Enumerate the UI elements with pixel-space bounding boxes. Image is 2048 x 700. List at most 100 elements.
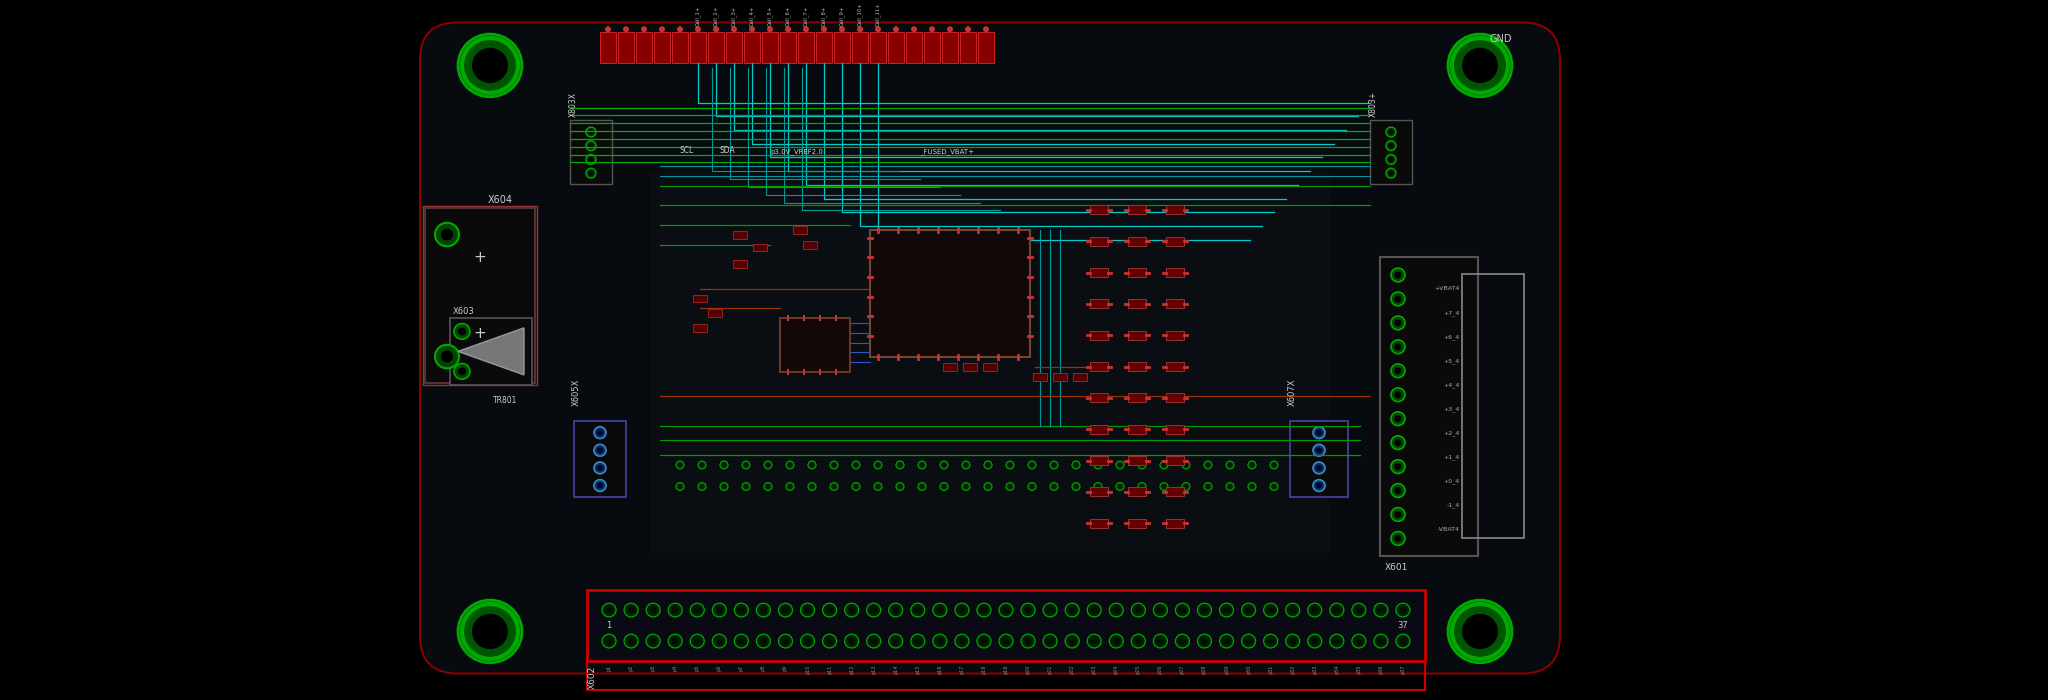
Circle shape bbox=[672, 637, 680, 645]
Circle shape bbox=[676, 461, 684, 469]
Bar bbox=[1165, 300, 1184, 308]
Bar bbox=[600, 32, 616, 64]
Text: p26: p26 bbox=[1157, 665, 1163, 674]
Circle shape bbox=[965, 27, 971, 32]
Text: X803X: X803X bbox=[569, 92, 578, 118]
Circle shape bbox=[983, 482, 991, 491]
Circle shape bbox=[649, 606, 657, 614]
Bar bbox=[637, 32, 651, 64]
Circle shape bbox=[936, 606, 944, 614]
Bar bbox=[1090, 487, 1108, 496]
Circle shape bbox=[852, 482, 860, 491]
Circle shape bbox=[809, 482, 815, 491]
Circle shape bbox=[965, 484, 969, 489]
Circle shape bbox=[1288, 637, 1296, 645]
Bar bbox=[1128, 519, 1147, 528]
Circle shape bbox=[1264, 634, 1278, 648]
Circle shape bbox=[668, 603, 682, 617]
Circle shape bbox=[866, 634, 881, 648]
Circle shape bbox=[1065, 603, 1079, 617]
Circle shape bbox=[1071, 482, 1079, 491]
Bar bbox=[709, 309, 723, 317]
Text: 1: 1 bbox=[606, 621, 612, 630]
Circle shape bbox=[1391, 340, 1405, 354]
Circle shape bbox=[1141, 484, 1145, 489]
Circle shape bbox=[1241, 634, 1255, 648]
Circle shape bbox=[1249, 484, 1253, 489]
Circle shape bbox=[1313, 462, 1325, 474]
Circle shape bbox=[1153, 603, 1167, 617]
Circle shape bbox=[1391, 484, 1405, 498]
Circle shape bbox=[1200, 637, 1208, 645]
Circle shape bbox=[1223, 637, 1231, 645]
Circle shape bbox=[1395, 391, 1401, 398]
Circle shape bbox=[1311, 606, 1319, 614]
Bar bbox=[924, 32, 940, 64]
Circle shape bbox=[1329, 634, 1343, 648]
Text: +2_4: +2_4 bbox=[1444, 430, 1460, 436]
Circle shape bbox=[1053, 484, 1057, 489]
Circle shape bbox=[854, 463, 858, 467]
Text: p16: p16 bbox=[938, 665, 942, 674]
Circle shape bbox=[1008, 484, 1012, 489]
Text: p6: p6 bbox=[717, 665, 721, 671]
Circle shape bbox=[1288, 606, 1296, 614]
Circle shape bbox=[1094, 482, 1102, 491]
Circle shape bbox=[1286, 603, 1300, 617]
Circle shape bbox=[694, 637, 700, 645]
Circle shape bbox=[979, 637, 987, 645]
Bar bbox=[889, 32, 903, 64]
Circle shape bbox=[1204, 461, 1212, 469]
Circle shape bbox=[1356, 637, 1362, 645]
Circle shape bbox=[676, 482, 684, 491]
Text: 37: 37 bbox=[1397, 621, 1409, 630]
Circle shape bbox=[1028, 461, 1036, 469]
Circle shape bbox=[602, 603, 616, 617]
Bar bbox=[672, 32, 688, 64]
Circle shape bbox=[455, 323, 469, 340]
Circle shape bbox=[1094, 461, 1102, 469]
Circle shape bbox=[1313, 480, 1325, 491]
Circle shape bbox=[801, 603, 815, 617]
Circle shape bbox=[954, 603, 969, 617]
Circle shape bbox=[1391, 508, 1405, 522]
Text: -VBAT4: -VBAT4 bbox=[1438, 526, 1460, 531]
Text: Cell_9+: Cell_9+ bbox=[840, 6, 846, 27]
Circle shape bbox=[940, 482, 948, 491]
Bar bbox=[424, 206, 537, 385]
Circle shape bbox=[659, 27, 666, 32]
Circle shape bbox=[1090, 606, 1098, 614]
Circle shape bbox=[831, 484, 836, 489]
Circle shape bbox=[586, 141, 596, 150]
Text: p9: p9 bbox=[782, 665, 788, 671]
Circle shape bbox=[1309, 634, 1321, 648]
Text: X604: X604 bbox=[487, 195, 512, 206]
Circle shape bbox=[809, 461, 815, 469]
Circle shape bbox=[700, 463, 705, 467]
Bar bbox=[1165, 487, 1184, 496]
Text: p24: p24 bbox=[1114, 665, 1118, 674]
Circle shape bbox=[1219, 603, 1233, 617]
Circle shape bbox=[455, 363, 469, 379]
Circle shape bbox=[1229, 463, 1233, 467]
Circle shape bbox=[604, 606, 612, 614]
Text: +5_4: +5_4 bbox=[1444, 358, 1460, 364]
Circle shape bbox=[1006, 461, 1014, 469]
Bar bbox=[852, 32, 868, 64]
Circle shape bbox=[1241, 603, 1255, 617]
Circle shape bbox=[694, 606, 700, 614]
Circle shape bbox=[1352, 603, 1366, 617]
Text: p3.0V_VREF2.0: p3.0V_VREF2.0 bbox=[770, 148, 823, 155]
Text: p32: p32 bbox=[1290, 665, 1294, 674]
Text: p29: p29 bbox=[1225, 665, 1229, 674]
Circle shape bbox=[1028, 482, 1036, 491]
Circle shape bbox=[1245, 637, 1253, 645]
Circle shape bbox=[588, 157, 594, 162]
Text: Cell_7+: Cell_7+ bbox=[803, 6, 809, 27]
Text: X603: X603 bbox=[453, 307, 475, 316]
Bar bbox=[780, 318, 850, 372]
Circle shape bbox=[1264, 603, 1278, 617]
Circle shape bbox=[668, 634, 682, 648]
Circle shape bbox=[1399, 606, 1407, 614]
Circle shape bbox=[1139, 461, 1147, 469]
